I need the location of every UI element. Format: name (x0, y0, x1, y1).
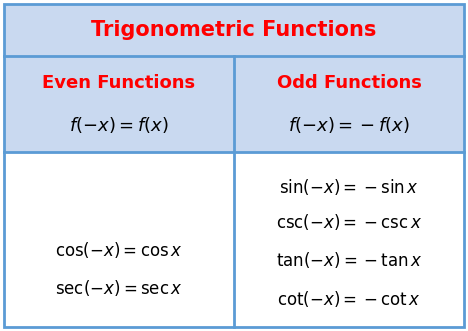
Bar (4, 152, 464, 327)
Text: Odd Functions: Odd Functions (277, 74, 422, 92)
Text: $\cot(-x) = -\cot x$: $\cot(-x) = -\cot x$ (277, 289, 421, 309)
Text: $\csc(-x) = -\csc x$: $\csc(-x) = -\csc x$ (276, 212, 422, 232)
Text: $f(-x) = -f(x)$: $f(-x) = -f(x)$ (288, 115, 410, 135)
Text: $\sec(-x) = \sec x$: $\sec(-x) = \sec x$ (55, 278, 183, 299)
Text: $\cos(-x) = \cos x$: $\cos(-x) = \cos x$ (55, 240, 183, 260)
Text: $\tan(-x) = -\tan x$: $\tan(-x) = -\tan x$ (276, 251, 422, 270)
Bar (4, 4, 464, 56)
Text: Even Functions: Even Functions (43, 74, 196, 92)
Bar (4, 56, 464, 152)
Text: $f(-x) = f(x)$: $f(-x) = f(x)$ (69, 115, 169, 135)
Text: Trigonometric Functions: Trigonometric Functions (91, 20, 377, 40)
Text: $\sin(-x) = -\sin x$: $\sin(-x) = -\sin x$ (279, 177, 419, 197)
